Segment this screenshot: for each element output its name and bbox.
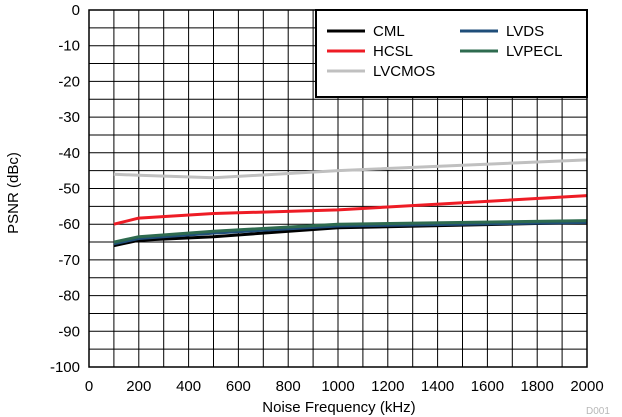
x-tick-label: 1200 [371,378,404,395]
x-tick-label: 1600 [471,378,504,395]
y-tick-labels: 0 -10 -20 -30 -40 -50 -60 -70 -80 -90 -100 [50,2,80,376]
x-tick-label: 800 [276,378,301,395]
series-line-lvds [113,220,588,246]
y-tick-label: -30 [58,109,80,126]
y-tick-label: -100 [50,359,80,376]
legend-box [315,9,588,98]
y-tick-label: -80 [58,288,80,305]
x-tick-label: 600 [226,378,251,395]
series-line-hcsl [113,194,588,226]
y-tick-label: 0 [72,2,80,19]
y-tick-label: -70 [58,252,80,269]
y-tick-label: -90 [58,323,80,340]
legend-label-hcsl: HCSL [373,43,413,60]
x-tick-label: 400 [176,378,201,395]
x-tick-label: 1000 [321,378,354,395]
legend-label-lvpecl: LVPECL [506,43,562,60]
legend-label-cml: CML [373,23,405,40]
x-tick-label: 1800 [521,378,554,395]
legend-label-lvds: LVDS [506,23,544,40]
series-line-lvpecl [113,219,588,244]
legend-label-lvcmos: LVCMOS [373,63,435,80]
x-axis-label: Noise Frequency (kHz) [262,399,415,416]
y-tick-label: -10 [58,38,80,55]
figure-id: D001 [586,406,610,417]
y-tick-label: -20 [58,73,80,90]
legend: CML HCSL LVCMOS LVDS LVPECL [315,9,588,98]
x-tick-label: 2000 [570,378,603,395]
y-tick-label: -40 [58,145,80,162]
series-line-lvcmos [113,158,588,180]
x-tick-label: 0 [85,378,93,395]
x-tick-labels: 0 200 400 600 800 1000 1200 1400 1600 1800 2000 [85,378,604,395]
y-axis-label: PSNR (dBc) [5,152,22,234]
series-lines [113,158,588,248]
y-tick-label: -50 [58,181,80,198]
x-tick-label: 200 [126,378,151,395]
x-tick-label: 1400 [421,378,454,395]
y-tick-label: -60 [58,216,80,233]
